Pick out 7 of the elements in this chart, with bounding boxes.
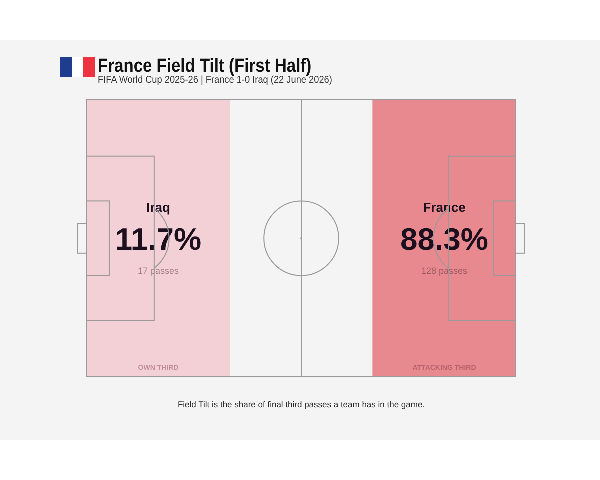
data-label: 11.7% [115,222,202,258]
text: FIFA World Cup 2025-26 | France 1-0 Iraq (22 June 2026) [98,75,332,86]
text: France Field Tilt (First Half) [98,56,312,77]
category-label: France [423,200,466,216]
data-label: 88.3% [400,222,488,258]
text: Field Tilt is the share of final third passes a team has in the game. [178,399,426,410]
category-label: Iraq [146,200,170,216]
